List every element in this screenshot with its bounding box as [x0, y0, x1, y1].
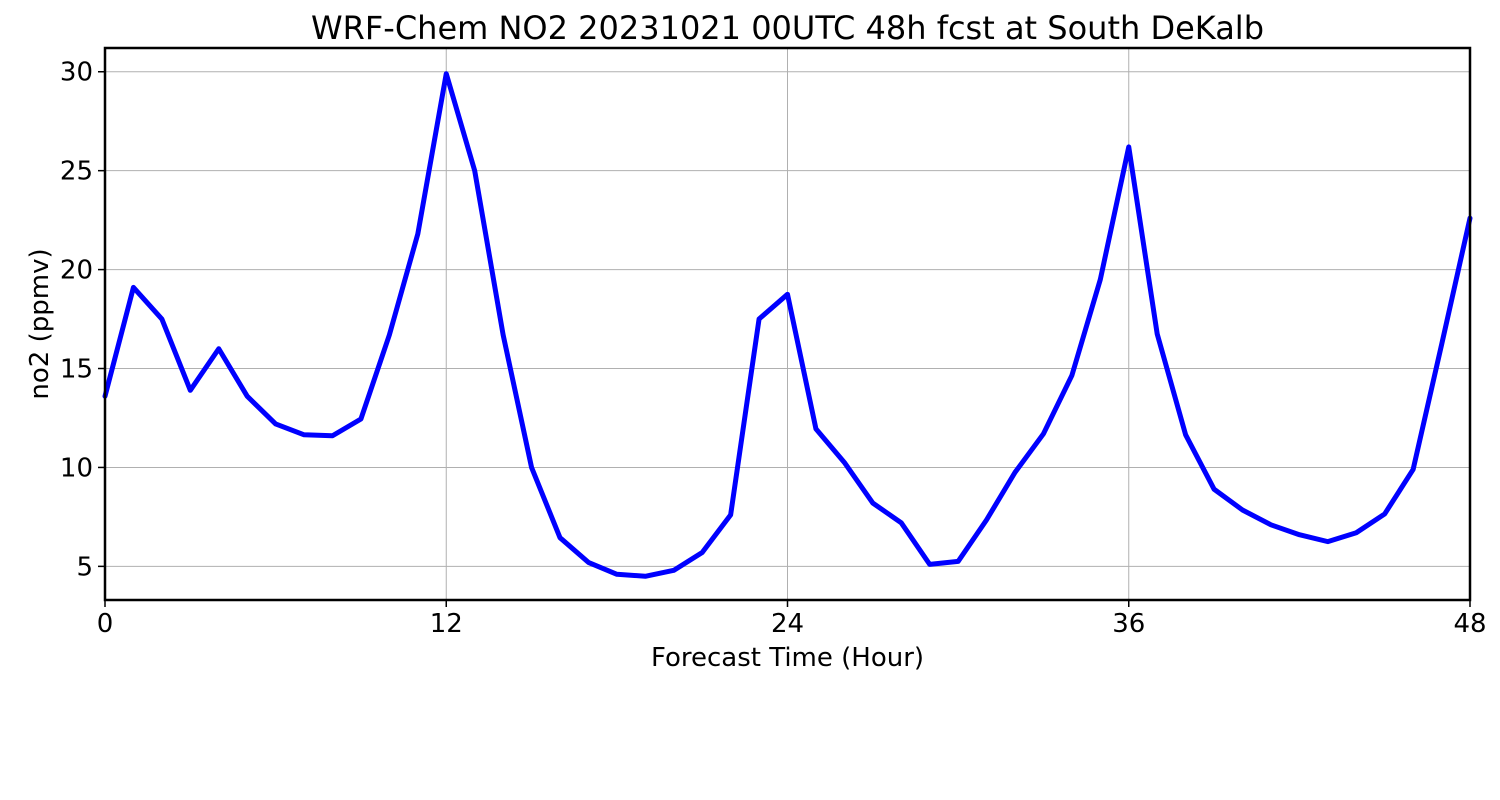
y-tick-label: 5	[76, 552, 93, 582]
axis-ticks: 0 12 24 36 48 5 10 15 20 25 30	[60, 58, 1487, 639]
x-axis-label: Forecast Time (Hour)	[651, 643, 924, 673]
y-tick-label: 15	[60, 355, 93, 385]
y-tick-label: 10	[60, 453, 93, 483]
chart-title: WRF-Chem NO2 20231021 00UTC 48h fcst at …	[311, 9, 1264, 47]
x-tick-label: 36	[1112, 609, 1145, 639]
y-axis-label: no2 (ppmv)	[25, 248, 55, 399]
x-tick-label: 0	[97, 609, 114, 639]
x-tick-label: 24	[771, 609, 804, 639]
series-layer	[102, 71, 1473, 579]
y-tick-label: 30	[60, 58, 93, 88]
y-tick-label: 25	[60, 157, 93, 187]
grid-lines	[104, 48, 1471, 600]
x-tick-label: 48	[1453, 609, 1486, 639]
y-tick-label: 20	[60, 256, 93, 286]
x-tick-label: 12	[430, 609, 463, 639]
no2-series-line	[102, 71, 1473, 579]
